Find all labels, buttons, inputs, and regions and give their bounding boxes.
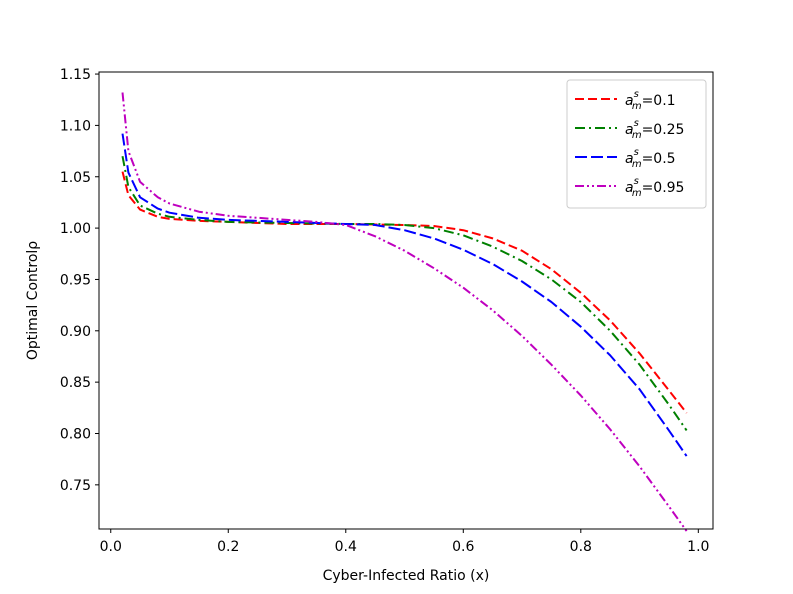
y-tick-label: 0.90 — [60, 324, 91, 340]
legend-symbol: a — [625, 93, 634, 109]
y-tick-label: 1.05 — [60, 170, 91, 186]
y-tick-label: 1.10 — [60, 118, 91, 134]
legend-symbol: a — [625, 122, 634, 138]
y-tick-label: 0.75 — [60, 478, 91, 494]
y-tick-label: 0.80 — [60, 426, 91, 442]
y-tick-label: 0.95 — [60, 272, 91, 288]
legend-subscript: m — [632, 130, 642, 141]
y-tick-label: 1.15 — [60, 67, 91, 83]
legend-box — [566, 79, 707, 209]
legend-label: as m=0.1 — [625, 89, 676, 112]
legend-symbol: a — [625, 180, 634, 196]
y-axis: 0.75 0.80 0.85 0.90 0.95 1.00 1.05 1.10 1.15 — [60, 67, 99, 494]
legend-value: =0.25 — [642, 122, 685, 138]
series-line — [121, 156, 688, 431]
legend-label: as m=0.95 — [625, 176, 684, 199]
axes-frame — [98, 71, 714, 530]
legend-value: =0.1 — [642, 93, 676, 109]
legend-superscript: s — [634, 89, 639, 100]
x-axis: 0.0 0.2 0.4 0.6 0.8 1.0 — [100, 529, 709, 555]
legend-superscript: s — [634, 176, 639, 187]
legend-label: as m=0.5 — [625, 147, 676, 170]
x-tick-label: 0.2 — [217, 539, 239, 555]
legend-value: =0.5 — [642, 151, 676, 167]
legend-subscript: m — [632, 159, 642, 170]
x-axis-label: Cyber-Infected Ratio (x) — [323, 568, 490, 584]
series-line — [121, 171, 688, 414]
x-tick-label: 0.4 — [335, 539, 357, 555]
x-tick-label: 0.6 — [452, 539, 474, 555]
plot-area — [121, 92, 688, 532]
legend-symbol: a — [625, 151, 634, 167]
legend-value: =0.95 — [642, 180, 685, 196]
x-tick-label: 0.0 — [100, 539, 122, 555]
legend-subscript: m — [632, 101, 642, 112]
y-axis-label: Optimal Controlρ — [25, 241, 41, 360]
series-line — [121, 133, 688, 457]
series-line — [121, 92, 688, 532]
legend-label: as m=0.25 — [625, 118, 684, 141]
legend-superscript: s — [634, 147, 639, 158]
y-tick-label: 0.85 — [60, 375, 91, 391]
y-tick-label: 1.00 — [60, 221, 91, 237]
legend-subscript: m — [632, 188, 642, 199]
x-tick-label: 1.0 — [687, 539, 709, 555]
legend-superscript: s — [634, 118, 639, 129]
x-tick-label: 0.8 — [570, 539, 592, 555]
